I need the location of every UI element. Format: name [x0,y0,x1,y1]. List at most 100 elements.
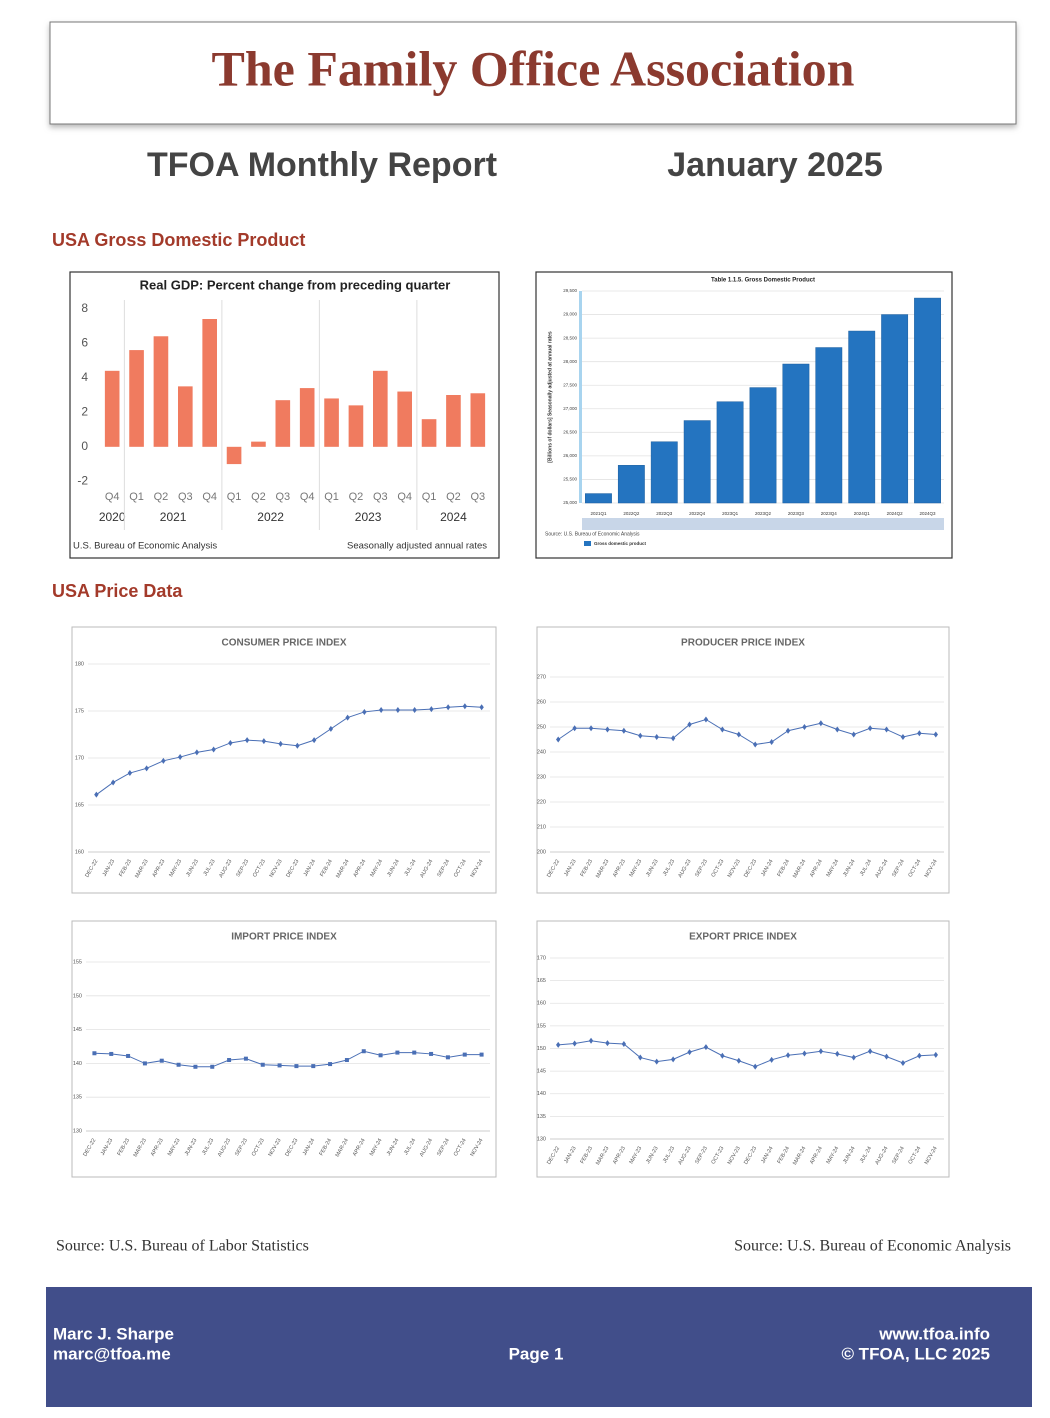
y-tick-label: 165 [537,978,546,984]
y-tick-label: 130 [73,1128,82,1134]
x-tick-label: Q1 [227,491,242,503]
marker [211,746,216,753]
x-tick-label: 2024Q3 [920,511,937,516]
scroll-band [582,518,944,530]
marker [479,1052,484,1057]
marker [736,1057,741,1064]
x-tick-label: Q4 [202,491,217,503]
marker [328,725,334,732]
y-tick-label: 230 [537,774,546,780]
x-tick-label: Q3 [373,491,388,503]
marker [294,1064,299,1069]
bar [397,391,412,447]
marker [92,1051,97,1056]
marker [194,749,200,756]
line [94,1050,482,1068]
marker [429,706,434,713]
marker [479,704,484,711]
marker [362,708,367,715]
y-tick-label: 200 [537,849,546,855]
chart: Table 1.1.5. Gross Domestic Product 25,00… [535,271,953,559]
y-tick-label: 26,000 [563,453,577,458]
x-tick-label: Q2 [446,491,461,503]
x-tick-label: Q2 [251,491,266,503]
marker [193,1064,198,1069]
marker [295,742,300,749]
bar [749,387,777,504]
chart-title: Table 1.1.5. Gross Domestic Product [711,278,815,284]
y-tick-label: 25,000 [563,500,577,505]
x-tick-label: Q4 [300,491,315,503]
x-tick-label: Q1 [422,491,437,503]
x-tick-label: 2023Q1 [722,511,739,516]
marker [361,1049,366,1054]
report-title: TFOA Monthly Report [147,146,497,184]
marker [851,731,856,738]
x-tick-label: 2021Q1 [590,511,607,516]
y-axis-label: [Billions of dollars] Seasonally adjuste… [547,331,553,463]
y-tick-label: 0 [81,439,88,453]
bar [226,446,242,465]
bar [153,336,169,447]
x-tick-label: Q3 [178,491,193,503]
y-tick-label: 165 [75,802,84,808]
footer-email: marc@tfoa.me [53,1344,171,1363]
x-tick-label: 2023Q2 [755,511,772,516]
marker [818,720,824,727]
section-title: USA Price Data [52,581,183,601]
y-tick-label: 210 [537,824,546,830]
footer-name: Marc J. Sharpe [53,1324,174,1343]
marker [703,716,709,723]
marker [227,1058,232,1063]
marker [802,724,807,730]
bar [848,330,876,504]
bar [914,297,941,504]
chart-frame [71,626,497,894]
line [558,1040,936,1068]
chart: IMPORT PRICE INDEX130135140145150155DEC-… [71,920,497,1178]
y-tick-label: 155 [73,959,82,965]
marker [621,1040,627,1047]
y-tick-label: 180 [75,661,84,667]
marker [753,1063,758,1070]
marker [159,1058,164,1063]
y-tick-label: 150 [73,993,82,999]
bar [129,350,144,447]
bar [348,405,364,447]
marker [638,1054,643,1061]
bar [446,395,461,447]
chart: PRODUCER PRICE INDEX 200 210 220 230 240 250 26… [536,626,950,894]
y-tick-label: 2 [81,404,88,418]
marker [228,739,233,746]
y-tick-label: 25,500 [563,477,577,482]
marker [851,1054,856,1061]
x-tick-label: 2023Q3 [788,511,805,516]
marker [621,727,627,734]
marker [785,727,791,734]
marker [278,740,283,747]
marker [144,765,149,772]
marker [395,707,401,714]
x-tick-label: 2023Q4 [821,511,838,516]
y-tick-label: 170 [75,755,84,761]
y-tick-label: 28,000 [563,359,577,364]
x-tick-label: 2024Q1 [854,511,871,516]
y-tick-label: 135 [73,1095,82,1101]
bar [373,370,388,447]
marker [244,737,250,744]
bar [421,419,437,447]
marker [126,1053,131,1058]
y-tick-label: 140 [537,1091,546,1097]
marker [345,714,350,721]
chart-title: Real GDP: Percent change from preceding … [140,277,451,292]
marker [462,1052,467,1057]
marker [572,725,577,732]
marker [605,726,610,733]
marker [445,1055,450,1060]
marker [94,791,99,798]
marker [900,734,906,740]
chart-note: U.S. Bureau of Economic Analysis [73,541,217,552]
marker [720,1052,725,1059]
marker [261,738,267,745]
x-tick-label: 2022Q2 [623,511,640,516]
